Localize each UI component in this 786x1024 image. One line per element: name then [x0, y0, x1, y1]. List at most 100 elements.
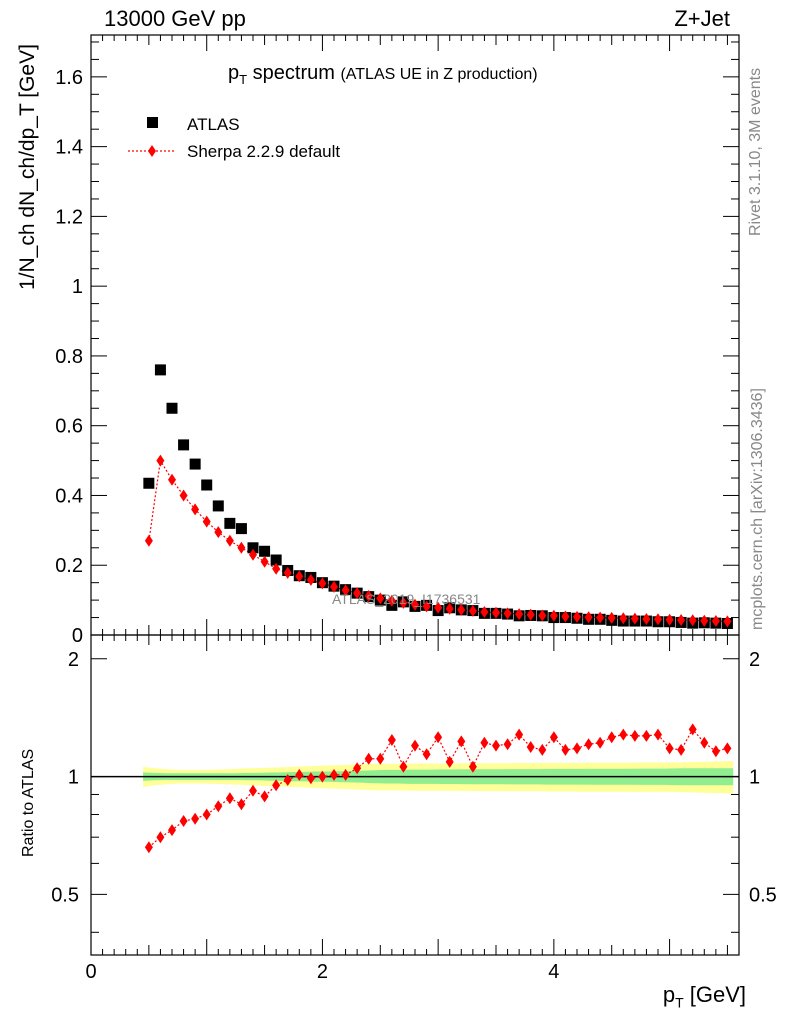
- mc-ratio-point: [202, 808, 211, 821]
- mc-ratio-point: [295, 768, 304, 781]
- main-y-tick-label: 1.6: [55, 67, 83, 89]
- mc-ratio-point: [468, 760, 477, 773]
- mc-ratio-point: [677, 743, 686, 756]
- mc-ratio-point: [249, 784, 257, 797]
- mc-point: [480, 606, 489, 618]
- mc-ratio-point: [654, 728, 662, 741]
- ratio-y-axis-label: Ratio to ATLAS: [20, 748, 37, 857]
- mc-ratio-point: [156, 831, 165, 844]
- mc-ratio-point: [630, 729, 639, 742]
- mc-point: [411, 598, 419, 611]
- ratio-y-tick-label: 0.5: [51, 884, 79, 906]
- legend-atlas-marker: [147, 117, 158, 128]
- x-tick-label: 0: [85, 961, 96, 983]
- mc-point: [492, 606, 500, 619]
- mc-ratio-point: [422, 748, 431, 761]
- legend-sherpa-marker: [148, 145, 156, 157]
- mc-point: [515, 608, 524, 621]
- data-point: [178, 439, 190, 451]
- mc-point: [330, 580, 338, 593]
- mc-ratio-point: [364, 752, 373, 765]
- mc-point: [283, 566, 292, 579]
- ratio-y-tick-label: 1: [68, 767, 79, 789]
- x-tick-label: 4: [548, 961, 559, 983]
- mc-ratio-point: [445, 755, 454, 768]
- mc-ratio-line: [148, 728, 728, 848]
- data-point: [224, 517, 236, 529]
- mc-point: [573, 610, 581, 623]
- mc-point: [387, 594, 396, 607]
- mc-point: [619, 612, 628, 625]
- main-y-tick-label: 1: [72, 276, 83, 298]
- mc-point: [630, 612, 639, 625]
- mc-point: [468, 604, 477, 617]
- data-point: [270, 554, 282, 566]
- main-y-axis-label: 1/N_ch dN_ch/dp_T [GeV]: [16, 44, 39, 290]
- mc-point: [168, 473, 176, 486]
- mc-point: [156, 454, 165, 467]
- process-label: Z+Jet: [674, 6, 730, 31]
- mc-ratio-point: [549, 731, 558, 744]
- mc-point: [214, 526, 223, 539]
- mc-point: [549, 609, 558, 622]
- legend-sherpa-label: Sherpa 2.2.9 default: [187, 142, 340, 161]
- mc-ratio-point: [144, 841, 153, 854]
- mc-point: [434, 601, 443, 614]
- mc-point: [584, 611, 593, 624]
- mc-ratio-point: [642, 729, 651, 742]
- rivet-label: Rivet 3.1.10, 3M events: [747, 67, 764, 236]
- mc-point: [677, 614, 686, 626]
- mc-point: [179, 489, 188, 502]
- x-label-rest: [GeV]: [683, 982, 746, 1007]
- mc-point: [596, 611, 605, 624]
- mc-ratio-point: [330, 768, 338, 781]
- mc-point: [249, 548, 257, 561]
- mc-ratio-point: [573, 742, 581, 755]
- mc-ratio-point: [318, 770, 327, 783]
- data-point: [143, 477, 155, 489]
- ratio-y-tick-label-right: 1: [749, 767, 760, 789]
- ratio-y-tick-label-right: 0.5: [749, 884, 777, 906]
- mcplots-label: mcplots.cern.ch [arXiv:1306.3436]: [749, 388, 766, 630]
- mc-ratio-point: [619, 728, 628, 741]
- data-point: [212, 500, 224, 512]
- data-point: [235, 523, 247, 535]
- data-point: [189, 458, 201, 470]
- mc-ratio-point: [376, 752, 385, 765]
- mc-ratio-point: [584, 738, 593, 751]
- mc-point: [295, 570, 304, 583]
- mc-ratio-point: [665, 742, 674, 755]
- data-point: [259, 545, 271, 557]
- mc-point: [399, 596, 408, 609]
- mc-ratio-point: [411, 739, 419, 752]
- mc-ratio-point: [283, 774, 292, 786]
- mc-point: [642, 613, 651, 625]
- mc-point: [445, 602, 454, 615]
- title-rest: spectrum: [247, 62, 335, 84]
- main-y-tick-label: 1.4: [55, 137, 83, 159]
- mc-ratio-point: [387, 734, 396, 746]
- mc-ratio-point: [723, 742, 732, 755]
- mc-point: [318, 577, 327, 590]
- mc-point: [538, 609, 547, 622]
- energy-label: 13000 GeV pp: [104, 6, 246, 31]
- mc-point: [376, 592, 385, 605]
- mc-ratio-point: [306, 772, 315, 785]
- mc-ratio-point: [237, 798, 246, 811]
- title-extra: (ATLAS UE in Z production): [340, 66, 538, 83]
- main-y-tick-label: 0: [72, 625, 83, 647]
- mc-point: [272, 562, 281, 575]
- mc-point: [144, 534, 153, 547]
- mc-point: [353, 587, 362, 600]
- mc-point: [457, 603, 466, 616]
- mc-point: [526, 608, 535, 621]
- mc-point: [364, 589, 373, 602]
- mc-point: [561, 610, 570, 623]
- mc-point: [191, 503, 200, 516]
- mc-point: [503, 607, 512, 620]
- mc-ratio-point: [399, 760, 408, 773]
- data-point: [247, 542, 259, 554]
- mc-ratio-point: [711, 745, 720, 758]
- main-y-tick-label: 0.8: [55, 346, 83, 368]
